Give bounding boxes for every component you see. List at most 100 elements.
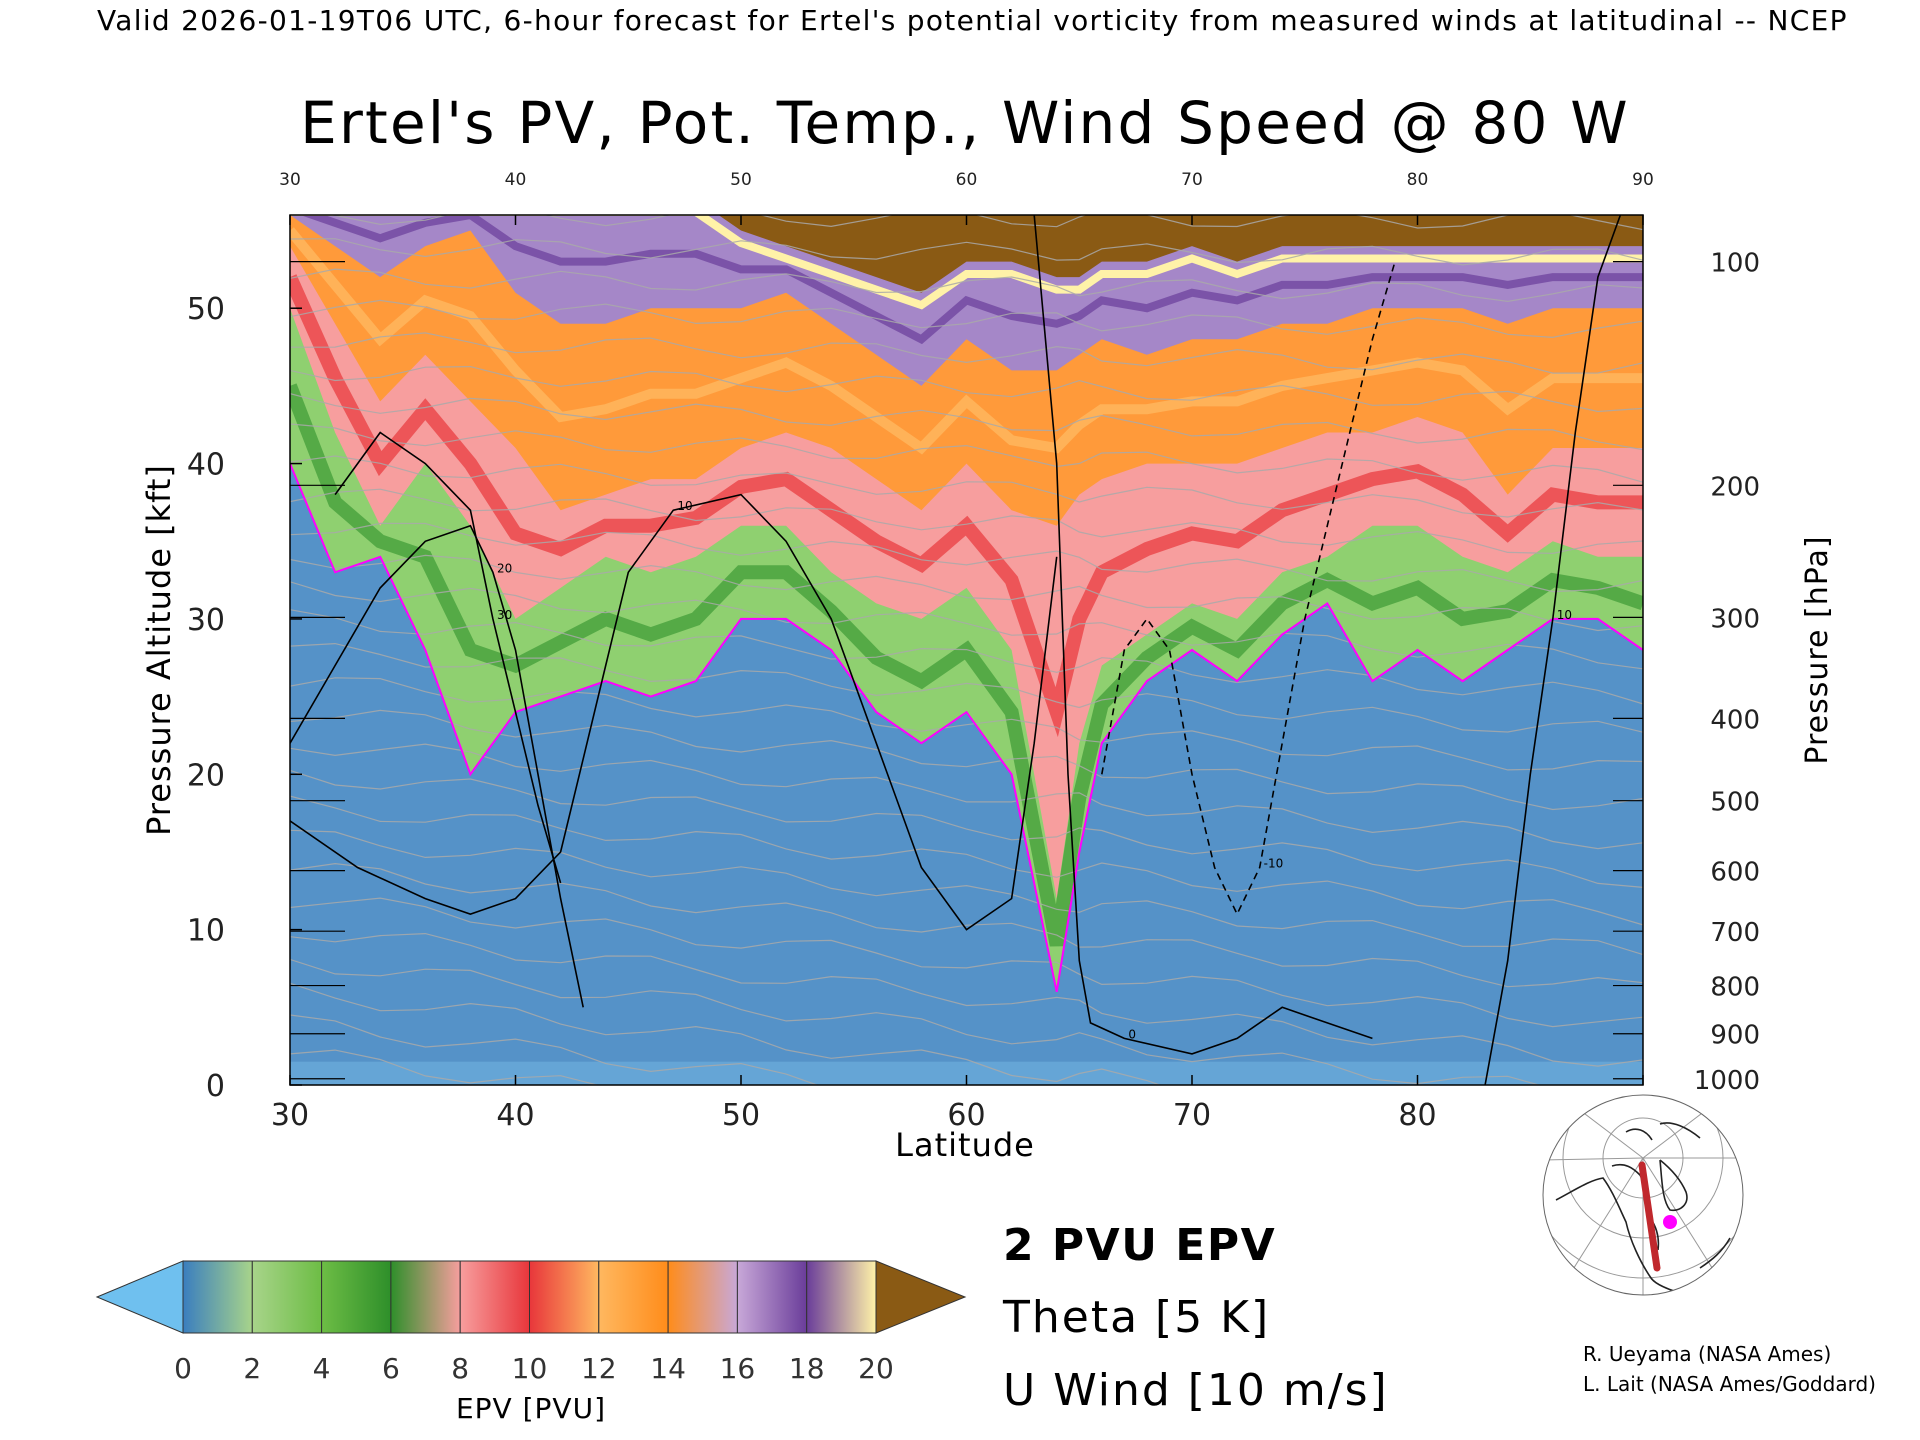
plot-area: 10 20 30 0 -10 10 <box>289 214 1644 1086</box>
epv-purple-core <box>300 215 1643 345</box>
theta-contour <box>290 897 1643 1028</box>
u-wind-contour <box>1484 215 1622 1085</box>
y-tick-label: 30 <box>187 603 225 638</box>
theta-contour <box>290 522 1643 593</box>
colorbar-label: EPV [PVU] <box>456 1392 606 1425</box>
colorbar-cell <box>182 1260 253 1334</box>
y-axis-label: Pressure Altitude [kft] <box>140 464 178 836</box>
colorbar-tick-label: 10 <box>512 1352 548 1385</box>
x-tick-label-top: 30 <box>279 170 301 190</box>
colorbar-tick-label: 14 <box>650 1352 686 1385</box>
theta-contour <box>330 215 1643 231</box>
x-tick-label-top: 40 <box>505 170 527 190</box>
u-wind-contour <box>1101 261 1396 916</box>
colorbar-cell <box>251 1260 323 1334</box>
theta-contour <box>290 268 1643 303</box>
pressure-tick-label: 500 <box>1710 788 1760 818</box>
colorbar-cell <box>459 1260 531 1334</box>
theta-contour <box>290 393 1643 451</box>
x-tick-label-top: 60 <box>956 170 978 190</box>
colorbar-tick-label: 4 <box>313 1352 331 1385</box>
epv-orange-core <box>290 227 1643 455</box>
theta-contour <box>290 743 1643 850</box>
colorbar-tick-label: 16 <box>720 1352 756 1385</box>
u-wind-contour-label: 30 <box>497 608 512 622</box>
u-wind-contour-label: -10 <box>1264 857 1284 871</box>
pressure-tick-label: 300 <box>1710 604 1760 634</box>
x-tick-label: 80 <box>1398 1098 1436 1133</box>
theta-contour <box>290 709 1643 811</box>
legend-pv-contour: 2 PVU EPV <box>1003 1220 1276 1271</box>
credit-line-2: L. Lait (NASA Ames/Goddard) <box>1583 1372 1876 1396</box>
theta-contour <box>290 862 1643 988</box>
colorbar-tick-label: 2 <box>243 1352 261 1385</box>
theta-contour <box>290 238 1643 266</box>
colorbar-tick-label: 20 <box>858 1352 894 1385</box>
contour-legend: 2 PVU EPV Theta [5 K] U Wind [10 m/s] <box>1002 1220 1389 1416</box>
u-wind-contours: 10 20 30 0 -10 10 <box>290 215 1622 1085</box>
colorbar-cell <box>321 1260 392 1334</box>
y-tick-label: 10 <box>187 914 225 949</box>
y-tick-label: 0 <box>206 1069 225 1104</box>
theta-contour <box>290 982 1162 1085</box>
x-axis-label: Latitude <box>895 1126 1035 1164</box>
x-tick-label: 30 <box>271 1098 309 1133</box>
colorbar-tick-labels: 0 2 4 6 8 10 12 14 16 18 20 <box>174 1352 894 1385</box>
pressure-tick-label: 600 <box>1710 858 1760 888</box>
x-tick-label: 50 <box>722 1098 760 1133</box>
x-tick-label-top: 50 <box>730 170 752 190</box>
u-wind-contour-label: 20 <box>497 561 512 575</box>
colorbar-cell <box>390 1260 461 1334</box>
theta-contour <box>290 677 1643 771</box>
colorbar-tick-label: 8 <box>451 1352 469 1385</box>
pv2-contour-line <box>290 463 1643 993</box>
theta-contour <box>290 958 1542 1085</box>
legend-wind: U Wind [10 m/s] <box>1003 1365 1389 1416</box>
x-tick-label-top: 70 <box>1181 170 1203 190</box>
colorbar-cell <box>529 1260 600 1334</box>
theta-contour <box>290 423 1643 483</box>
pressure-tick-label: 800 <box>1710 973 1760 1003</box>
validity-line: Valid 2026-01-19T06 UTC, 6-hour forecast… <box>97 4 1848 37</box>
theta-contour <box>290 554 1643 632</box>
epv-shading <box>290 215 1643 1085</box>
theta-contour <box>290 642 1643 733</box>
theta-contour <box>290 795 1643 926</box>
pressure-tick-label: 1000 <box>1694 1066 1760 1096</box>
colorbar-cells <box>182 1260 877 1334</box>
epv-band-above-20 <box>718 215 1643 293</box>
u-wind-contour <box>290 524 584 1008</box>
epv-red-core <box>290 274 1643 738</box>
u-wind-contour <box>290 493 1058 931</box>
y-axis-ticks-left: 0 10 20 30 40 50 <box>187 292 302 1104</box>
colorbar-tick-label: 0 <box>174 1352 192 1385</box>
u-wind-contour <box>334 431 562 884</box>
x-tick-label-top: 80 <box>1407 170 1429 190</box>
theta-contour <box>290 365 1643 413</box>
legend-theta: Theta [5 K] <box>1002 1292 1270 1343</box>
theta-contours <box>290 215 1643 1085</box>
epv-colorbar: 0 2 4 6 8 10 12 14 16 18 20 EPV [PVU] <box>95 1260 967 1425</box>
pressure-tick-marks <box>290 261 1643 1080</box>
u-wind-contour <box>1033 215 1373 1055</box>
pressure-tick-label: 400 <box>1710 705 1760 735</box>
u-wind-contour-label: 10 <box>677 499 692 513</box>
y-tick-label: 50 <box>187 292 225 327</box>
theta-contour <box>290 1049 600 1085</box>
colorbar-tick-label: 6 <box>382 1352 400 1385</box>
colorbar-cell <box>806 1260 877 1334</box>
theta-contour <box>290 299 1643 339</box>
colorbar-min-arrow <box>95 1260 184 1334</box>
x-axis-ticks-top: 30 40 50 60 70 80 90 <box>279 170 1654 225</box>
epv-green-core <box>290 383 1643 947</box>
pressure-axis-ticks: 100 200 300 400 500 600 700 800 900 1000 <box>1694 249 1760 1096</box>
section-track <box>1638 1161 1661 1272</box>
pressure-tick-label: 200 <box>1710 472 1760 502</box>
section-marker <box>1663 1215 1677 1229</box>
theta-contour <box>290 455 1643 518</box>
colorbar-tick-label: 18 <box>789 1352 825 1385</box>
x-tick-label: 70 <box>1173 1098 1211 1133</box>
u-wind-contour-label: 10 <box>1557 608 1572 622</box>
pressure-axis-label: Pressure [hPa] <box>1800 535 1835 764</box>
